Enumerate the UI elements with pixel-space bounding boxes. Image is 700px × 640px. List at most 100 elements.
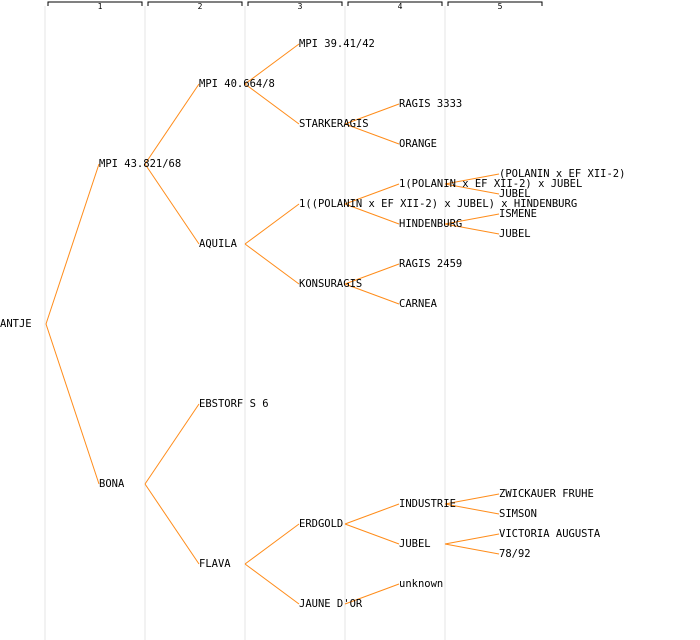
pedigree-node-unknown: unknown xyxy=(399,578,443,590)
node-label: MPI 40.664/8 xyxy=(199,78,275,90)
pedigree-node-ragis-2459: RAGIS 2459 xyxy=(399,258,462,270)
pedigree-link xyxy=(244,243,300,285)
pedigree-link xyxy=(344,283,400,305)
node-label: EBSTORF S 6 xyxy=(199,398,269,410)
pedigree-link xyxy=(444,503,500,515)
node-label: 78/92 xyxy=(499,548,531,560)
pedigree-link xyxy=(444,213,500,225)
pedigree-node-ragis-3333: RAGIS 3333 xyxy=(399,98,462,110)
pedigree-node-1-polanin-x-ef-xii-2-x-jubel: 1(POLANIN x EF XII-2) x JUBEL xyxy=(399,178,582,190)
node-label: 1((POLANIN x EF XII-2) x JUBEL) x HINDEN… xyxy=(299,198,577,210)
node-label: ORANGE xyxy=(399,138,437,150)
pedigree-link xyxy=(244,83,300,125)
node-label: MPI 43.821/68 xyxy=(99,158,181,170)
node-label: RAGIS 2459 xyxy=(399,258,462,270)
pedigree-link xyxy=(344,583,400,605)
node-label: 1(POLANIN x EF XII-2) x JUBEL xyxy=(399,178,582,190)
pedigree-node-mpi-39-41-42: MPI 39.41/42 xyxy=(299,38,375,50)
column-header-bracket xyxy=(47,1,143,6)
pedigree-link xyxy=(344,203,400,225)
node-label: KONSURAGIS xyxy=(299,278,362,290)
pedigree-node-1-polanin-x-ef-xii-2-x-jubel-x-hindenburg: 1((POLANIN x EF XII-2) x JUBEL) x HINDEN… xyxy=(299,198,577,210)
pedigree-link xyxy=(344,503,400,525)
node-label: INDUSTRIE xyxy=(399,498,456,510)
node-label: FLAVA xyxy=(199,558,231,570)
pedigree-link xyxy=(344,263,400,285)
pedigree-node-jubel: JUBEL xyxy=(499,228,531,240)
pedigree-link xyxy=(444,493,500,505)
column-header-5: 5 xyxy=(498,2,503,11)
pedigree-node-jaune-d-or: JAUNE D'OR xyxy=(299,598,363,610)
pedigree-link xyxy=(144,403,200,485)
column-header-3: 3 xyxy=(298,2,303,11)
pedigree-node-zwickauer-fruhe: ZWICKAUER FRUHE xyxy=(499,488,594,500)
node-label: RAGIS 3333 xyxy=(399,98,462,110)
node-label: JUBEL xyxy=(499,188,531,200)
pedigree-node-78-92: 78/92 xyxy=(499,548,531,560)
node-label: (POLANIN x EF XII-2) xyxy=(499,168,625,180)
pedigree-node-hindenburg: HINDENBURG xyxy=(399,218,462,230)
pedigree-node-carnea: CARNEA xyxy=(399,298,438,310)
node-label: SIMSON xyxy=(499,508,537,520)
pedigree-node-konsuragis: KONSURAGIS xyxy=(299,278,362,290)
pedigree-node-mpi-40-664-8: MPI 40.664/8 xyxy=(199,78,275,90)
pedigree-link xyxy=(444,533,500,545)
column-header-4: 4 xyxy=(398,2,403,11)
pedigree-link xyxy=(344,123,400,145)
pedigree-links xyxy=(45,43,500,605)
pedigree-node-ismene: ISMENE xyxy=(499,208,537,220)
column-header-bracket xyxy=(347,1,443,6)
pedigree-link xyxy=(444,173,500,185)
pedigree-node-jubel: JUBEL xyxy=(499,188,531,200)
pedigree-nodes: ANTJE MPI 43.821/68 MPI 40.664/8 MPI 39.41/… xyxy=(0,38,625,610)
column-header-bracket xyxy=(447,1,543,6)
pedigree-link xyxy=(45,163,100,325)
pedigree-node-aquila: AQUILA xyxy=(199,238,238,250)
pedigree-link xyxy=(444,543,500,555)
pedigree-node-starkeragis: STARKERAGIS xyxy=(299,118,369,130)
node-label: ISMENE xyxy=(499,208,537,220)
pedigree-node-flava: FLAVA xyxy=(199,558,231,570)
pedigree-link xyxy=(344,103,400,125)
pedigree-node-industrie: INDUSTRIE xyxy=(399,498,456,510)
pedigree-node-bona: BONA xyxy=(99,478,125,490)
node-label: ERDGOLD xyxy=(299,518,343,530)
column-header-bracket xyxy=(147,1,243,6)
pedigree-node-jubel: JUBEL xyxy=(399,538,431,550)
node-label: VICTORIA AUGUSTA xyxy=(499,528,601,540)
node-label: MPI 39.41/42 xyxy=(299,38,375,50)
pedigree-link xyxy=(244,203,300,245)
pedigree-node-victoria-augusta: VICTORIA AUGUSTA xyxy=(499,528,601,540)
node-label: unknown xyxy=(399,578,443,590)
column-header-1: 1 xyxy=(98,2,103,11)
pedigree-node-polanin-x-ef-xii-2: (POLANIN x EF XII-2) xyxy=(499,168,625,180)
pedigree-link xyxy=(144,83,200,165)
pedigree-link xyxy=(444,223,500,235)
pedigree-link xyxy=(144,163,200,245)
pedigree-node-orange: ORANGE xyxy=(399,138,437,150)
node-label: STARKERAGIS xyxy=(299,118,369,130)
pedigree-link xyxy=(244,523,300,565)
pedigree-node-mpi-43-821-68: MPI 43.821/68 xyxy=(99,158,181,170)
pedigree-link xyxy=(244,563,300,605)
node-label: ZWICKAUER FRUHE xyxy=(499,488,594,500)
node-label: JAUNE D'OR xyxy=(299,598,363,610)
pedigree-link xyxy=(344,183,400,205)
node-label: JUBEL xyxy=(499,228,531,240)
generation-columns: 1 2 3 4 5 xyxy=(44,1,543,640)
column-header-bracket xyxy=(247,1,343,6)
node-label: HINDENBURG xyxy=(399,218,462,230)
column-header-2: 2 xyxy=(198,2,203,11)
pedigree-link xyxy=(144,483,200,565)
pedigree-node-ebstorf-s-6: EBSTORF S 6 xyxy=(199,398,269,410)
pedigree-node-simson: SIMSON xyxy=(499,508,537,520)
pedigree-node-antje: ANTJE xyxy=(0,318,32,330)
node-label: ANTJE xyxy=(0,318,32,330)
pedigree-link xyxy=(444,183,500,195)
node-label: BONA xyxy=(99,478,125,490)
node-label: CARNEA xyxy=(399,298,438,310)
pedigree-link xyxy=(244,43,300,85)
pedigree-link xyxy=(45,323,100,485)
node-label: JUBEL xyxy=(399,538,431,550)
